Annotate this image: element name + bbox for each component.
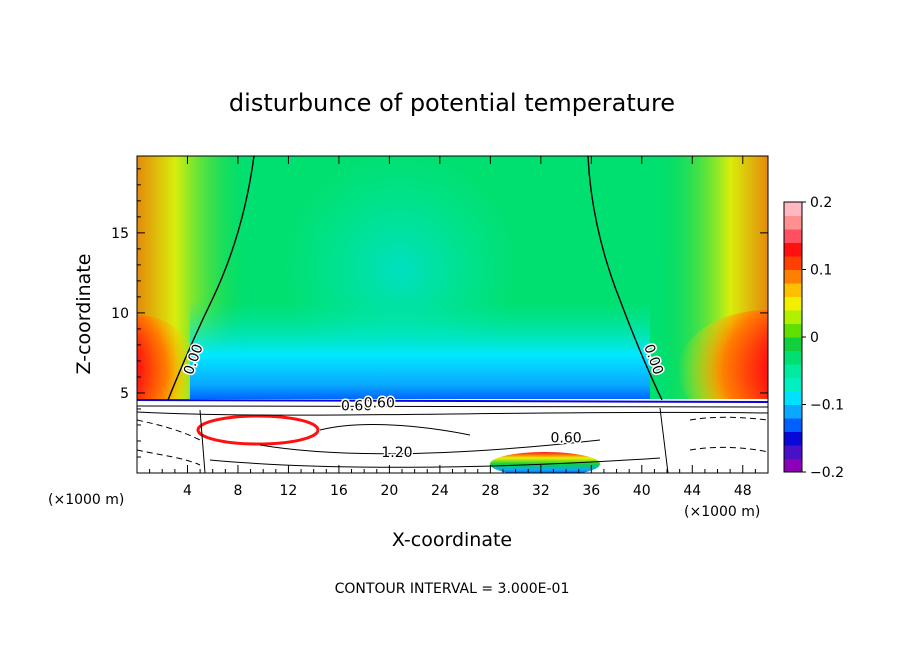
x-tick-label: 16 xyxy=(330,483,348,499)
contour-label-halo: 0.60 xyxy=(364,395,395,411)
x-tick-label: 40 xyxy=(633,483,651,499)
contour-line xyxy=(209,457,661,468)
dashed-contour xyxy=(137,449,201,466)
x-tick-label: 8 xyxy=(233,483,242,499)
x-unit-label-left: (×1000 m) xyxy=(48,492,124,508)
colorbar-swatch xyxy=(784,202,802,216)
contour-label: 0.60 xyxy=(550,431,581,447)
contour-line xyxy=(137,411,768,416)
contour-line xyxy=(137,405,768,408)
colorbar-swatch xyxy=(784,418,802,432)
field-boundary-layer xyxy=(137,399,768,473)
dashed-contour xyxy=(137,419,201,441)
colorbar-swatch xyxy=(784,350,802,365)
contour-label: 0.60 xyxy=(364,395,395,411)
x-tick-label: 48 xyxy=(734,483,752,499)
contour-label: 0.60 xyxy=(341,399,372,415)
colorbar-swatch xyxy=(784,337,802,351)
contour-label-halo: 0.60 xyxy=(341,399,372,415)
colorbar: 0.2 0.1 0 −0.1 −0.2 xyxy=(783,195,844,481)
chart-title: disturbunce of potential temperature xyxy=(229,89,675,117)
y-tick-label: 10 xyxy=(111,306,129,322)
field-low-cool xyxy=(190,300,650,400)
x-tick-label: 32 xyxy=(532,483,550,499)
colorbar-swatch xyxy=(784,296,802,311)
colorbar-swatch xyxy=(784,242,802,257)
x-axis: 4 8 12 16 20 24 28 32 36 40 44 48 xyxy=(149,156,756,499)
zero-contour-right xyxy=(587,156,663,401)
contour-label-halo: 1.20 xyxy=(381,445,412,461)
colorbar-label: 0 xyxy=(810,330,819,346)
colorbar-swatch xyxy=(784,229,802,243)
colorbar-label: −0.1 xyxy=(810,398,844,414)
colorbar-label: 0.1 xyxy=(810,263,832,279)
colorbar-swatch xyxy=(784,310,802,324)
contour-label: 1.20 xyxy=(381,445,412,461)
colorbar-swatch xyxy=(784,445,802,459)
colorbar-swatch xyxy=(784,323,802,338)
y-axis: 5 10 15 xyxy=(111,168,768,458)
colorbar-swatch xyxy=(784,269,802,284)
y-tick-label: 5 xyxy=(120,386,129,402)
zero-contour-left xyxy=(167,156,255,401)
dashed-contour xyxy=(689,416,768,421)
y-axis-label: Z-coordinate xyxy=(73,254,95,375)
colorbar-swatch xyxy=(784,377,802,392)
dashed-contour xyxy=(689,446,768,453)
x-unit-label-right: (×1000 m) xyxy=(684,504,760,520)
x-tick-label: 36 xyxy=(582,483,600,499)
field-bottom-anomaly xyxy=(490,452,600,473)
dashed-contours xyxy=(137,416,768,466)
colorbar-swatch xyxy=(784,404,802,419)
colorbar-swatch xyxy=(784,431,802,446)
colorbar-swatch xyxy=(784,364,802,378)
contour-line xyxy=(259,439,601,455)
x-tick-label: 24 xyxy=(431,483,449,499)
x-tick-label: 12 xyxy=(280,483,298,499)
contour-line xyxy=(199,407,669,473)
colorbar-label: 0.2 xyxy=(810,195,832,211)
x-axis-label: X-coordinate xyxy=(392,529,512,551)
colorbar-swatch xyxy=(784,458,802,473)
field-left-anomaly xyxy=(196,414,320,446)
colorbar-label: −0.2 xyxy=(810,465,844,481)
x-tick-label: 4 xyxy=(183,483,192,499)
colorbar-swatch xyxy=(784,283,802,297)
field-left-hot xyxy=(137,315,197,425)
contour-interval-note: CONTOUR INTERVAL = 3.000E-01 xyxy=(335,581,570,597)
zero-contours xyxy=(167,156,663,401)
colorbar-swatch xyxy=(784,391,802,405)
y-tick-label: 15 xyxy=(111,226,129,242)
contour-line xyxy=(319,424,471,436)
x-tick-label: 20 xyxy=(380,483,398,499)
boundary-contours xyxy=(137,405,768,473)
colorbar-swatch xyxy=(784,256,802,270)
field-inversion-line xyxy=(137,399,768,403)
plot-area xyxy=(137,156,768,473)
x-tick-label: 44 xyxy=(683,483,701,499)
x-tick-label: 28 xyxy=(481,483,499,499)
contour-label-halo: 0.60 xyxy=(550,431,581,447)
colorbar-swatch xyxy=(784,215,802,230)
